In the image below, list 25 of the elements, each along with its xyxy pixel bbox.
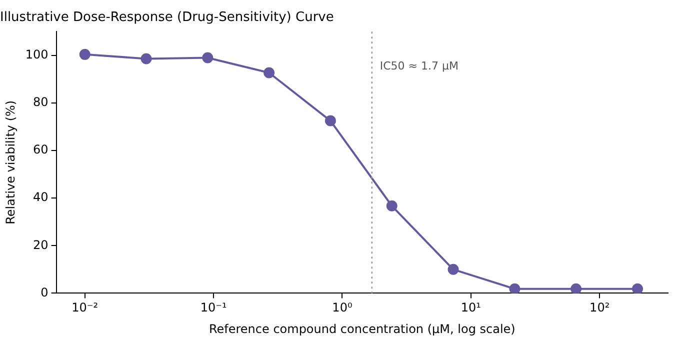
y-tick-label: 40 xyxy=(33,190,48,204)
x-tick-label: 10⁻² xyxy=(72,300,98,315)
y-tick-label: 60 xyxy=(33,142,48,157)
point xyxy=(264,67,275,78)
point xyxy=(324,115,336,126)
point xyxy=(570,283,582,294)
y-tick-label: 100 xyxy=(25,48,48,62)
x-tick-label: 10⁻¹ xyxy=(200,300,227,315)
y-tick-label: 20 xyxy=(33,238,48,252)
x-tick-label: 10⁰ xyxy=(332,300,352,315)
y-tick-label: 80 xyxy=(33,95,48,110)
x-tick-label: 10² xyxy=(590,300,610,315)
x-tick-label: 10¹ xyxy=(460,300,482,315)
point xyxy=(202,52,214,64)
x-axis-title: Reference compound concentration (µM, log scale) xyxy=(208,322,516,336)
point xyxy=(386,200,398,212)
point xyxy=(79,48,90,60)
chart-title: Illustrative Dose-Response (Drug-Sensitivity) Curve xyxy=(0,10,334,26)
ref-line-label: IC50 ≈ 1.7 µM xyxy=(380,59,459,72)
point xyxy=(632,283,643,294)
point xyxy=(448,264,459,275)
y-axis-title: Relative viability (%) xyxy=(3,100,18,224)
y-tick-label: 0 xyxy=(40,285,48,300)
point xyxy=(509,283,520,294)
point xyxy=(140,53,152,64)
